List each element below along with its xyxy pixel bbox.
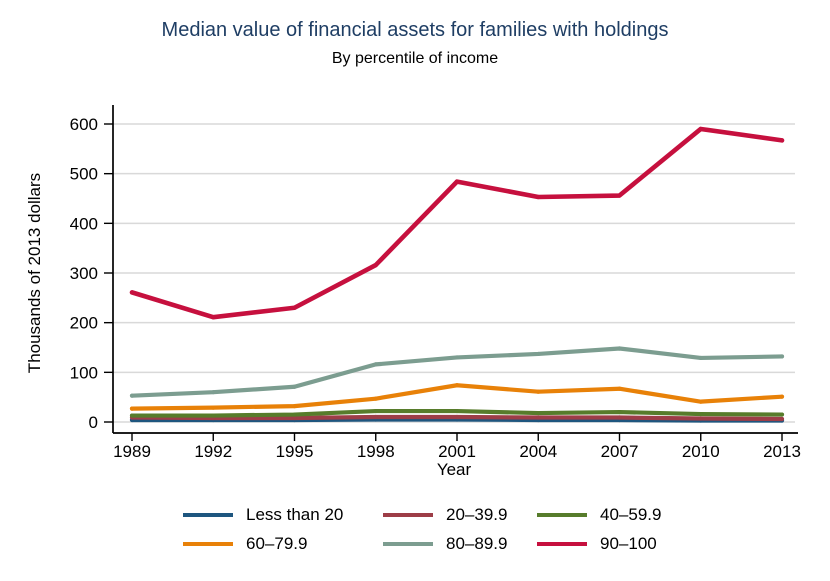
legend-item-80-89-9: 80–89.9	[383, 534, 537, 554]
data-point	[454, 355, 460, 360]
legend-item-60-79-9: 60–79.9	[183, 534, 383, 554]
data-point	[779, 394, 785, 399]
series-line-60-79-9	[129, 383, 785, 411]
data-point	[779, 354, 785, 359]
legend-label: Less than 20	[246, 505, 344, 524]
data-point	[211, 405, 216, 410]
data-point	[617, 193, 622, 198]
data-point	[211, 390, 216, 395]
y-tick-label-200: 200	[70, 314, 98, 333]
data-point	[536, 410, 541, 416]
x-axis-title: Year	[436, 460, 472, 479]
y-tick-label-600: 600	[70, 115, 98, 134]
legend-label: 20–39.9	[446, 505, 508, 524]
data-point	[373, 362, 378, 367]
chart-title: Median value of financial assets for fam…	[161, 19, 669, 41]
legend-item-40-59-9: 40–59.9	[537, 505, 757, 525]
data-point	[129, 413, 135, 418]
y-tick-label-300: 300	[70, 264, 98, 283]
data-point	[129, 290, 135, 295]
data-point	[292, 412, 297, 417]
data-point	[698, 416, 703, 421]
data-point	[454, 179, 460, 184]
data-point	[373, 262, 378, 268]
data-point	[617, 346, 622, 351]
data-point	[536, 351, 541, 357]
data-point	[617, 415, 622, 420]
data-point	[617, 409, 622, 415]
data-point	[536, 389, 541, 394]
x-tick-label-2010: 2010	[682, 442, 720, 461]
legend-swatch	[383, 542, 433, 546]
legend-item-20-39-9: 20–39.9	[383, 505, 537, 525]
y-tick-label-100: 100	[70, 363, 98, 382]
plot-area: 0 100 200 300 400 500 600 1989 1992 1995 1998 2001 2…	[70, 105, 801, 461]
legend-item-less-than-20: Less than 20	[183, 505, 383, 525]
legend-item-90-100: 90–100	[537, 534, 757, 554]
data-point	[779, 416, 785, 422]
data-point	[292, 305, 297, 310]
x-tick-label-1998: 1998	[357, 442, 395, 461]
legend-label: 60–79.9	[246, 534, 308, 553]
legend-swatch	[183, 513, 233, 517]
data-point	[292, 404, 297, 409]
data-point	[292, 384, 297, 389]
data-point	[698, 355, 703, 361]
data-point	[454, 383, 460, 388]
data-point	[698, 399, 703, 404]
y-tick-label-400: 400	[70, 214, 98, 233]
data-point	[211, 315, 216, 320]
data-point	[373, 414, 378, 420]
legend-swatch	[537, 542, 587, 546]
data-point	[698, 126, 703, 132]
data-point	[454, 414, 460, 420]
x-tick-label-2013: 2013	[763, 442, 801, 461]
data-point	[373, 408, 378, 414]
x-tick-label-1992: 1992	[194, 442, 232, 461]
legend-label: 90–100	[600, 534, 657, 553]
y-tick-label-500: 500	[70, 165, 98, 184]
data-point	[698, 411, 703, 417]
x-tick-label-2001: 2001	[438, 442, 476, 461]
data-point	[129, 406, 135, 411]
legend-label: 40–59.9	[600, 505, 662, 524]
x-tick-label-1995: 1995	[276, 442, 314, 461]
data-point	[536, 194, 541, 200]
legend-label: 80–89.9	[446, 534, 508, 553]
data-point	[129, 393, 135, 398]
y-tick-label-0: 0	[89, 413, 98, 432]
data-point	[292, 415, 297, 421]
data-point	[536, 415, 541, 420]
y-axis-title: Thousands of 2013 dollars	[25, 172, 44, 374]
data-point	[211, 413, 216, 418]
legend-swatch	[383, 513, 433, 517]
chart-legend: Less than 20 20–39.9 40–59.9 60–79.9 80–89.9…	[183, 505, 757, 554]
data-point	[779, 412, 785, 417]
legend-swatch	[537, 513, 587, 517]
data-point	[617, 386, 622, 391]
chart-subtitle: By percentile of income	[331, 50, 499, 67]
data-point	[373, 396, 378, 401]
legend-swatch	[183, 542, 233, 546]
data-point	[454, 408, 460, 414]
x-tick-label-2007: 2007	[601, 442, 639, 461]
x-tick-label-2004: 2004	[519, 442, 557, 461]
x-tick-label-1989: 1989	[113, 442, 151, 461]
data-point	[779, 138, 785, 143]
